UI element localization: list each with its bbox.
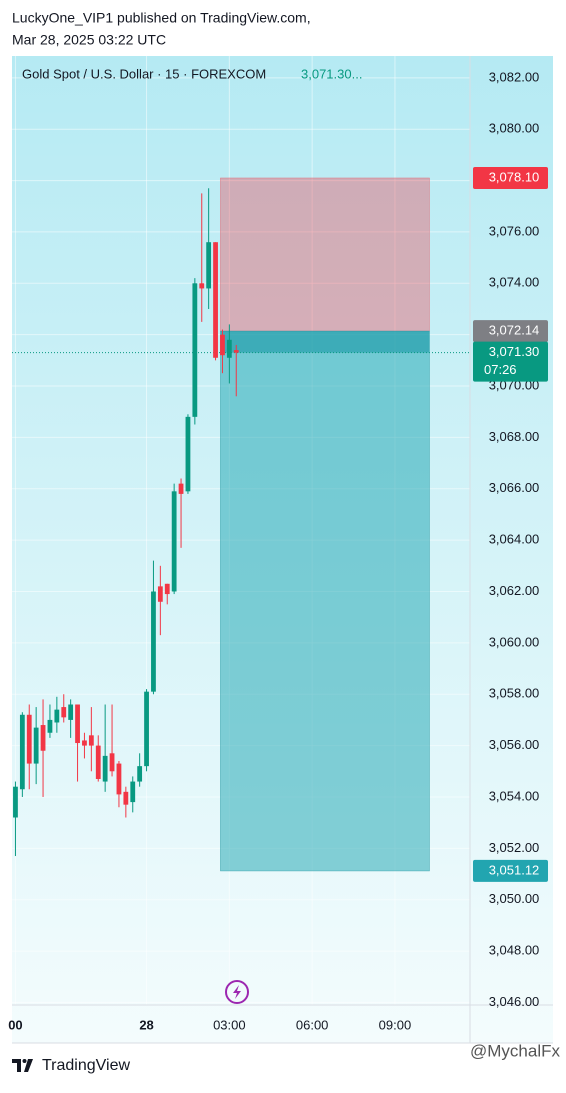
stop-zone — [220, 177, 430, 332]
lightning-icon[interactable] — [225, 980, 249, 1004]
y-tick-label: 3,062.00 — [489, 583, 540, 598]
candle-body — [54, 709, 60, 723]
stop-price-box — [473, 166, 548, 189]
candle-body — [68, 704, 74, 720]
candle-body — [164, 583, 170, 595]
candle-body — [157, 586, 163, 602]
entry-band — [220, 331, 430, 353]
candle-body — [151, 591, 156, 692]
candle-body — [82, 740, 87, 746]
y-tick-label: 3,074.00 — [489, 275, 540, 290]
entry-price-label: 3,072.14 — [489, 323, 540, 338]
icon-circle — [225, 980, 249, 1004]
candle-body — [171, 491, 177, 592]
logo-dot — [22, 1059, 27, 1063]
candle-body — [109, 753, 115, 772]
last-price-box — [473, 341, 548, 382]
publisher: LuckyOne_VIP1 published on TradingView.c… — [12, 10, 311, 26]
y-tick-label: 3,064.00 — [489, 532, 540, 547]
x-tick-label: 03:00 — [213, 1017, 246, 1032]
last-price-label: 3,071.30 — [489, 344, 540, 359]
candle-body — [199, 283, 205, 289]
target-price-label: 3,051.12 — [489, 862, 540, 877]
stop-price-label: 3,078.10 — [489, 169, 540, 184]
y-tick-label: 3,068.00 — [489, 429, 540, 444]
candle-body — [75, 704, 80, 744]
brand: TradingView — [42, 1057, 130, 1074]
candle-body — [123, 791, 129, 805]
logo-mark — [12, 1059, 33, 1072]
candle-body — [206, 242, 212, 289]
target-price-box — [473, 859, 548, 882]
legend-price: 3,071.30... — [301, 66, 362, 81]
candle-body — [13, 786, 18, 818]
watermark: @MychalFx — [470, 1041, 560, 1060]
candle-body — [233, 350, 239, 353]
icon-bolt — [233, 985, 241, 999]
y-tick-label: 3,052.00 — [489, 840, 540, 855]
y-tick-label: 3,058.00 — [489, 686, 540, 701]
x-tick-label: 06:00 — [296, 1017, 329, 1032]
tradingview-logo — [12, 1059, 33, 1072]
entry-price-box — [473, 320, 548, 343]
plot-area — [12, 56, 470, 1005]
candle-body — [26, 714, 32, 764]
y-tick-label: 3,076.00 — [489, 223, 540, 238]
candle-body — [88, 735, 94, 746]
y-tick-label: 3,048.00 — [489, 943, 540, 958]
x-tick-label: 09:00 — [379, 1017, 412, 1032]
candle-body — [116, 763, 122, 795]
x-tick-label: 28 — [139, 1017, 153, 1032]
candle-body — [144, 691, 149, 767]
y-tick-label: 3,050.00 — [489, 891, 540, 906]
candle-body — [47, 719, 53, 733]
y-tick-label: 3,066.00 — [489, 480, 540, 495]
candle-body — [102, 755, 108, 782]
candle-body — [61, 707, 67, 718]
candle-body — [213, 242, 218, 358]
target-zone — [220, 330, 430, 872]
candle-body — [95, 745, 101, 779]
candle-body — [33, 727, 39, 764]
y-tick-label: 3,056.00 — [489, 737, 540, 752]
candle-body — [19, 714, 25, 790]
candle-body — [226, 339, 232, 358]
y-tick-label: 3,082.00 — [489, 69, 540, 84]
candle-body — [137, 766, 143, 782]
y-tick-label: 3,060.00 — [489, 634, 540, 649]
legend-symbol: Gold Spot / U.S. Dollar · 15 · FOREXCOM — [22, 66, 266, 81]
timestamp: Mar 28, 2025 03:22 UTC — [12, 32, 166, 48]
y-tick-label: 3,046.00 — [489, 994, 540, 1009]
candle-body — [192, 283, 198, 417]
candle-body — [40, 725, 46, 751]
candle-body — [220, 334, 225, 356]
candle-body — [185, 416, 191, 492]
y-tick-label: 3,080.00 — [489, 121, 540, 136]
y-tick-label: 3,054.00 — [489, 788, 540, 803]
x-tick-label: 00 — [8, 1017, 22, 1032]
countdown: 07:26 — [484, 362, 517, 377]
candle-body — [130, 781, 136, 803]
candle-body — [178, 483, 184, 494]
